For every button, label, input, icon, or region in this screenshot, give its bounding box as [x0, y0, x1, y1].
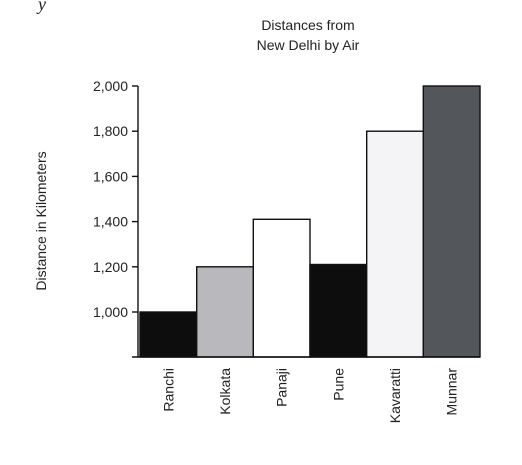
y-axis-label: Distance in Kilometers [33, 151, 49, 290]
y-tick-label: 1,800 [93, 123, 128, 139]
bar-ranchi [139, 311, 198, 358]
chart-title-line-2: New Delhi by Air [257, 37, 360, 53]
y-tick-label: 1,600 [93, 168, 128, 184]
x-tick-label: Ranchi [160, 368, 176, 412]
bar-pune [309, 263, 368, 358]
corner-mark: y [36, 0, 46, 14]
x-tick-label: Panaji [274, 368, 290, 407]
x-tick-label: Munnar [444, 368, 460, 416]
x-tick-label: Pune [330, 368, 346, 401]
x-axis-labels: Ranchi Kolkata Panaji Pune Kavaratti Munnar [160, 368, 459, 424]
y-tick-label: 1,200 [93, 259, 128, 275]
chart-title-line-1: Distances from [261, 17, 354, 33]
bar-kolkata [195, 266, 255, 358]
x-tick-label: Kolkata [217, 368, 233, 415]
y-tick-label: 1,000 [93, 304, 128, 320]
y-tick-label: 2,000 [93, 78, 128, 94]
bar-panaji [252, 218, 311, 358]
bars-group [139, 85, 481, 358]
bar-munnar [422, 85, 481, 358]
y-axis: 1,000 1,200 1,400 1,600 1,800 2,000 [93, 78, 480, 358]
y-tick-label: 1,400 [93, 214, 128, 230]
x-tick-label: Kavaratti [387, 368, 403, 423]
bar-kavaratti [366, 130, 425, 358]
